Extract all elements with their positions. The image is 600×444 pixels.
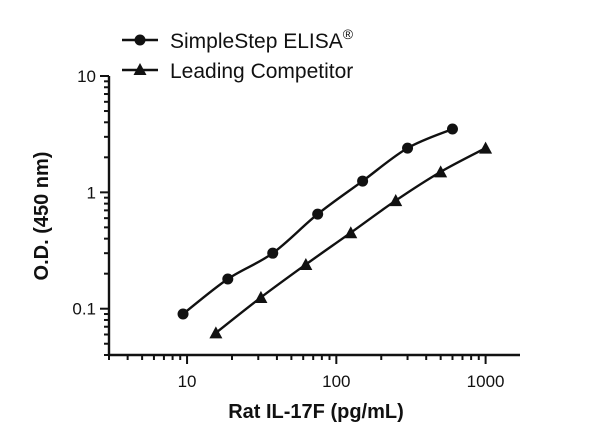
y-tick-label: 1 xyxy=(87,183,96,202)
data-point-circle xyxy=(177,308,189,320)
data-point-circle xyxy=(402,142,414,154)
data-point-triangle xyxy=(209,326,223,339)
data-point-triangle xyxy=(434,165,448,178)
y-tick-label: 0.1 xyxy=(72,300,96,319)
x-axis-title: Rat IL-17F (pg/mL) xyxy=(228,401,404,423)
legend-superscript: ® xyxy=(343,26,354,42)
data-point-circle xyxy=(312,208,324,220)
y-tick-label: 10 xyxy=(77,67,96,86)
plot-area: 0.1 1 10 10 100 1000 xyxy=(72,67,520,391)
legend-marker-simplestep xyxy=(134,34,146,46)
data-point-triangle xyxy=(299,257,313,270)
x-tick-label: 10 xyxy=(178,372,197,391)
data-point-circle xyxy=(446,123,458,135)
data-point-circle xyxy=(357,175,369,187)
legend: SimpleStep ELISA® Leading Competitor xyxy=(122,26,354,83)
series-line-0 xyxy=(182,127,453,315)
data-point-triangle xyxy=(254,290,268,303)
legend-marker-competitor xyxy=(133,63,147,75)
y-axis-title: O.D. (450 nm) xyxy=(31,152,53,281)
data-point-triangle xyxy=(389,194,403,207)
data-point-circle xyxy=(222,273,234,285)
data-point-circle xyxy=(267,247,279,259)
legend-label-competitor: Leading Competitor xyxy=(170,60,353,83)
x-tick-label: 100 xyxy=(322,372,350,391)
data-point-triangle xyxy=(479,141,493,154)
legend-label-simplestep: SimpleStep ELISA® xyxy=(170,26,354,53)
data-point-triangle xyxy=(344,226,358,239)
x-tick-label: 1000 xyxy=(467,372,505,391)
